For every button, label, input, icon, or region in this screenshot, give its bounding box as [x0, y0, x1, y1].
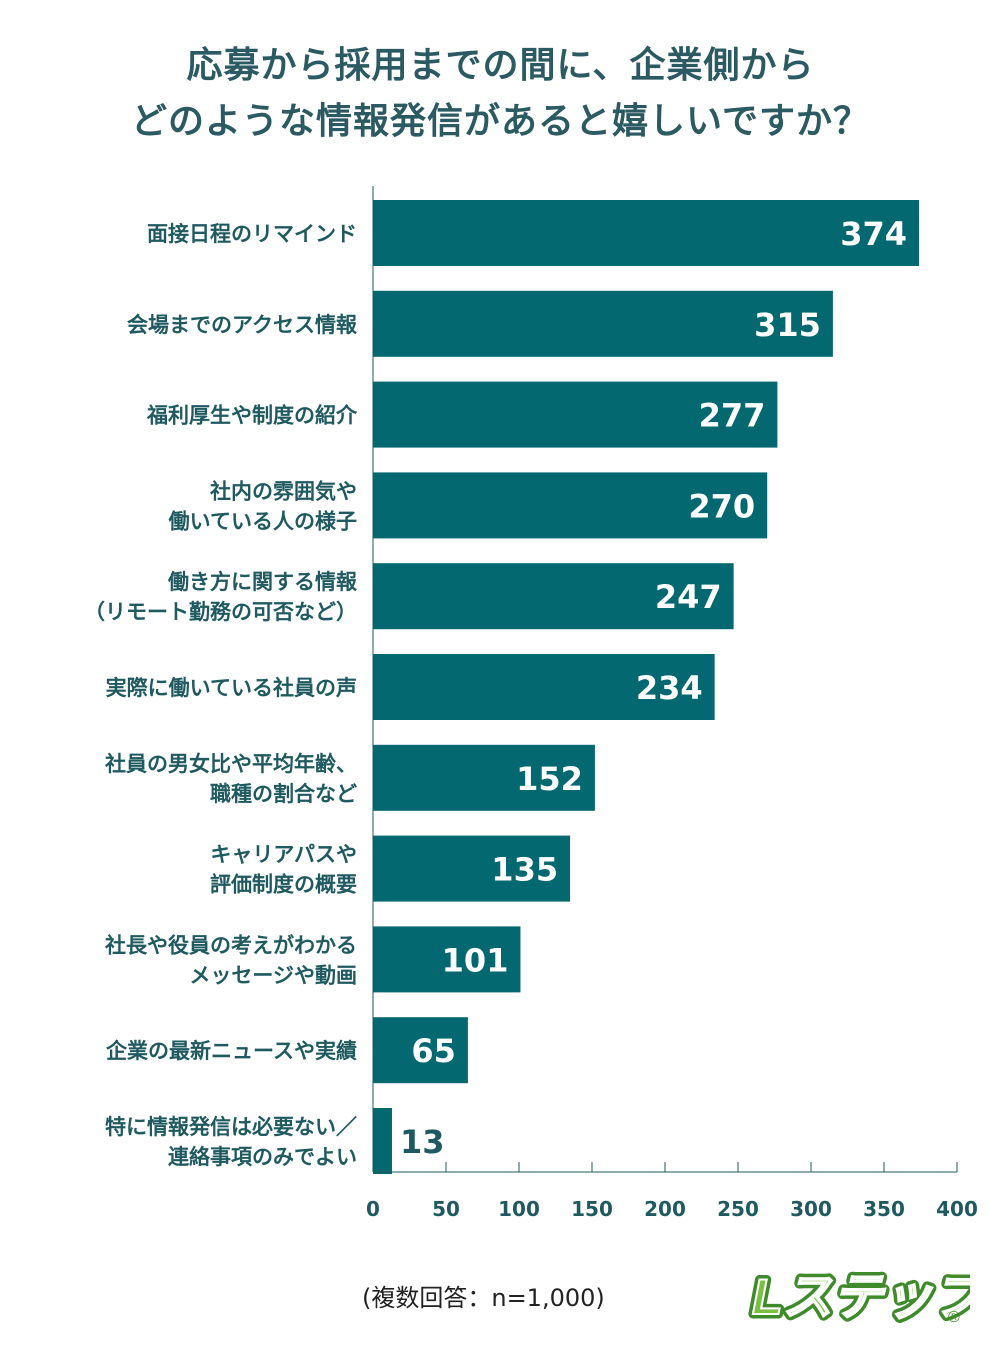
x-tick-label: 100 — [498, 1197, 540, 1221]
bar — [373, 835, 571, 902]
logo-outline: Lステップ — [752, 1269, 970, 1325]
category-label: 実際に働いている社員の声 — [106, 676, 357, 700]
bar — [373, 200, 920, 266]
bar-value-label: 101 — [442, 941, 509, 979]
x-tick-label: 50 — [432, 1197, 460, 1221]
category-label: 社長や役員の考えがわかる — [104, 933, 357, 957]
bar-value-label: 277 — [699, 397, 766, 435]
bar — [373, 381, 778, 448]
chart-title-line-2: どのような情報発信があると嬉しいですか？ — [131, 101, 870, 142]
bar — [373, 290, 833, 357]
logo-text: Lステップ — [752, 1269, 970, 1325]
bar-value-label: 152 — [516, 760, 583, 798]
category-label: 社員の男女比や平均年齢、 — [104, 752, 357, 776]
bar — [373, 744, 595, 811]
category-label: （リモート勤務の可否など） — [84, 600, 357, 624]
logo-registered-mark: ® — [948, 1309, 960, 1326]
category-label: 特に情報発信は必要ない／ — [105, 1115, 357, 1139]
category-label: メッセージや動画 — [189, 963, 357, 987]
bar-value-label: 270 — [688, 487, 755, 525]
bar-value-label: 13 — [400, 1123, 445, 1161]
x-tick-label: 300 — [790, 1197, 832, 1221]
x-tick-label: 150 — [571, 1197, 613, 1221]
bar — [373, 1108, 392, 1174]
category-label: 働いている人の様子 — [168, 509, 357, 533]
bar-value-label: 234 — [636, 669, 703, 707]
bar — [373, 472, 768, 539]
chart-title: 応募から採用までの間に、企業側から どのような情報発信があると嬉しいですか？ — [0, 38, 1001, 150]
x-tick-label: 200 — [644, 1197, 686, 1221]
category-label: 企業の最新ニュースや実績 — [105, 1039, 357, 1063]
chart-title-line-1: 応募から採用までの間に、企業側から — [186, 45, 815, 86]
x-tick-label: 350 — [863, 1197, 905, 1221]
category-label: 働き方に関する情報 — [167, 570, 358, 594]
category-label: 面接日程のリマインド — [147, 222, 357, 246]
category-label: 連絡事項のみでよい — [168, 1145, 357, 1169]
bar — [373, 654, 715, 720]
category-label: 社内の雰囲気や — [209, 479, 357, 503]
category-label: 評価制度の概要 — [210, 873, 357, 897]
bar — [373, 926, 521, 993]
bar-value-label: 65 — [411, 1032, 456, 1070]
bar-value-label: 135 — [491, 851, 558, 889]
lstep-logo: Lステップ Lステップ ® — [748, 1265, 970, 1327]
category-label: 会場までのアクセス情報 — [127, 313, 358, 337]
category-label: 福利厚生や制度の紹介 — [146, 404, 358, 428]
x-tick-label: 400 — [936, 1197, 978, 1221]
x-tick-label: 250 — [717, 1197, 759, 1221]
bar-value-label: 247 — [655, 578, 722, 616]
x-tick-label: 0 — [366, 1197, 380, 1221]
bar — [373, 1017, 468, 1084]
category-label: キャリアパスや — [210, 843, 357, 867]
bar-value-label: 374 — [840, 215, 907, 253]
sample-note: (複数回答：n=1,000) — [362, 1284, 605, 1312]
bar — [373, 563, 734, 630]
bar-value-label: 315 — [754, 306, 821, 344]
category-label: 職種の割合など — [210, 782, 357, 806]
